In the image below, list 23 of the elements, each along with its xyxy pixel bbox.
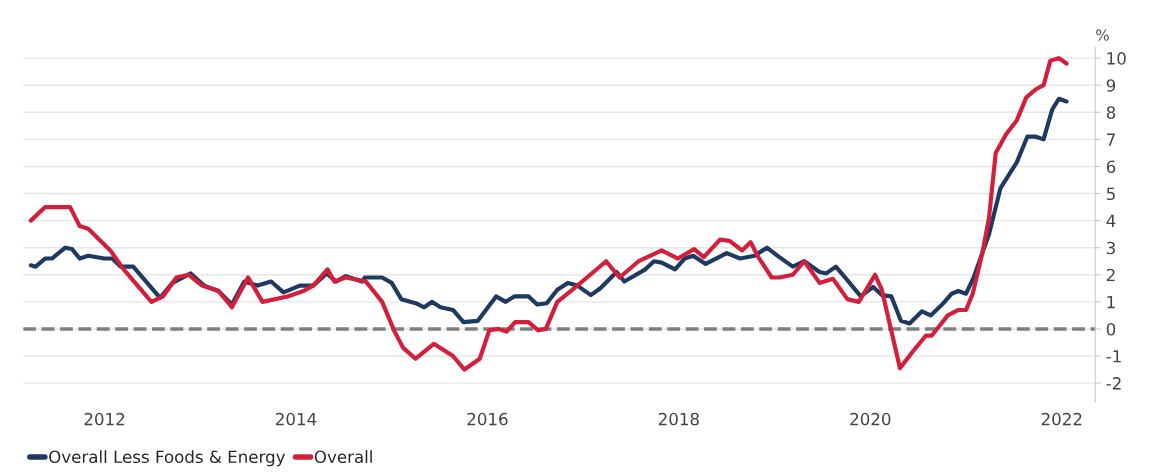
x-tick-label: 2020 [850, 412, 891, 426]
y-tick-label: 6 [1106, 160, 1116, 174]
y-tick-label: 1 [1107, 296, 1115, 309]
x-tick-label: 2012 [84, 412, 125, 426]
line-series [28, 56, 1069, 372]
y-tick-label: 9 [1106, 79, 1116, 92]
x-tick-label: 2022 [1041, 412, 1082, 426]
x-tick-label: 2014 [276, 412, 317, 426]
y-tick-label: 2 [1106, 268, 1115, 282]
legend-label: Overall Less Foods & Energy [49, 450, 286, 467]
x-tick-label: 2018 [658, 412, 699, 426]
y-tick-label: 3 [1106, 241, 1115, 255]
y-axis-title: % [1096, 29, 1109, 41]
y-tick-label: 0 [1106, 322, 1116, 336]
y-tick-label: 10 [1107, 52, 1126, 65]
y-tick-label: 8 [1106, 106, 1116, 119]
y-tick-label: 5 [1106, 187, 1115, 201]
y-tick-label: -1 [1106, 350, 1121, 363]
y-tick-label: 4 [1106, 214, 1116, 227]
y-tick-label: -2 [1106, 377, 1121, 390]
y-tick-label: 7 [1107, 133, 1115, 146]
x-tick-label: 2016 [467, 412, 508, 426]
legend-label: Overall [314, 450, 372, 464]
